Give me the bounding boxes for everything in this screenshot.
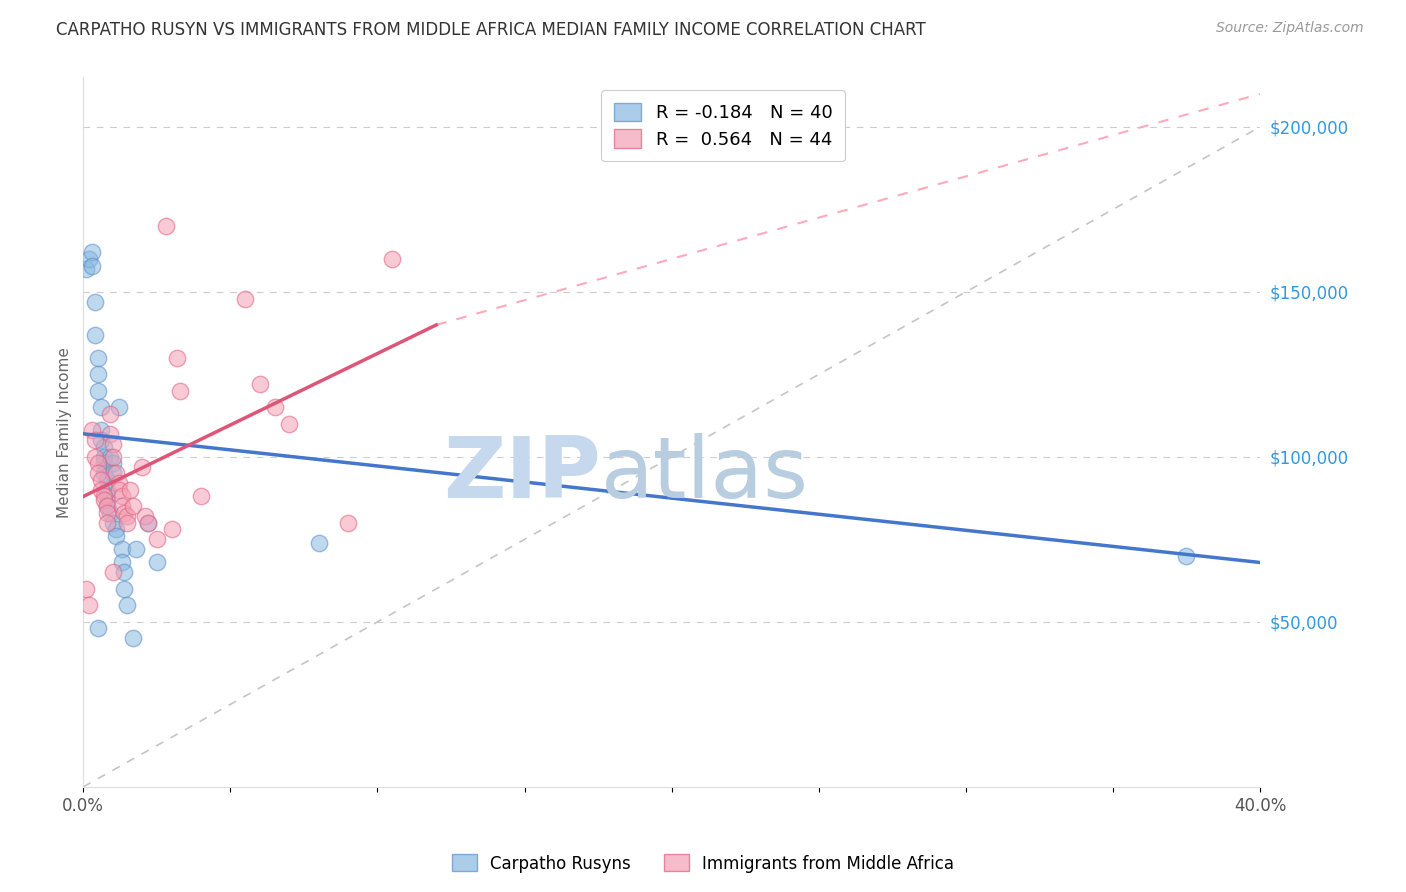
Point <box>337 516 360 530</box>
Point <box>93 490 115 504</box>
Point <box>90 424 112 438</box>
Point <box>104 467 127 481</box>
Point <box>98 426 121 441</box>
Point <box>278 417 301 431</box>
Point <box>96 500 118 514</box>
Point <box>104 523 127 537</box>
Point <box>96 483 118 497</box>
Point <box>96 490 118 504</box>
Point <box>93 450 115 464</box>
Point <box>75 582 97 596</box>
Point <box>155 219 177 233</box>
Point <box>84 294 107 309</box>
Point <box>75 261 97 276</box>
Point <box>101 516 124 530</box>
Point <box>1175 549 1198 563</box>
Point <box>169 384 191 398</box>
Point <box>77 252 100 266</box>
Point <box>110 556 132 570</box>
Legend: R = -0.184   N = 40, R =  0.564   N = 44: R = -0.184 N = 40, R = 0.564 N = 44 <box>602 90 845 161</box>
Point <box>160 523 183 537</box>
Legend: Carpatho Rusyns, Immigrants from Middle Africa: Carpatho Rusyns, Immigrants from Middle … <box>444 847 962 880</box>
Point <box>308 535 330 549</box>
Text: Source: ZipAtlas.com: Source: ZipAtlas.com <box>1216 21 1364 35</box>
Point <box>93 457 115 471</box>
Point <box>98 450 121 464</box>
Point <box>96 473 118 487</box>
Point <box>190 490 212 504</box>
Point <box>110 490 132 504</box>
Point <box>107 476 129 491</box>
Point <box>114 506 136 520</box>
Point <box>96 500 118 514</box>
Point <box>87 368 110 382</box>
Point <box>84 434 107 448</box>
Point <box>110 542 132 557</box>
Point <box>263 401 285 415</box>
Point <box>87 351 110 365</box>
Point <box>96 506 118 520</box>
Point <box>146 556 169 570</box>
Point <box>90 483 112 497</box>
Point <box>90 473 112 487</box>
Text: CARPATHO RUSYN VS IMMIGRANTS FROM MIDDLE AFRICA MEDIAN FAMILY INCOME CORRELATION: CARPATHO RUSYN VS IMMIGRANTS FROM MIDDLE… <box>56 21 927 38</box>
Point <box>120 483 142 497</box>
Point <box>101 457 124 471</box>
Text: ZIP: ZIP <box>443 434 600 516</box>
Point <box>107 401 129 415</box>
Text: atlas: atlas <box>600 434 808 516</box>
Point <box>125 542 148 557</box>
Point <box>87 457 110 471</box>
Point <box>101 436 124 450</box>
Point <box>117 509 139 524</box>
Point <box>146 533 169 547</box>
Point <box>101 566 124 580</box>
Point <box>101 467 124 481</box>
Point <box>122 500 145 514</box>
Point <box>87 384 110 398</box>
Y-axis label: Median Family Income: Median Family Income <box>58 347 72 517</box>
Point <box>93 492 115 507</box>
Point <box>110 500 132 514</box>
Point <box>233 292 256 306</box>
Point <box>104 529 127 543</box>
Point <box>93 467 115 481</box>
Point <box>166 351 188 365</box>
Point <box>381 252 404 266</box>
Point <box>101 450 124 464</box>
Point <box>117 599 139 613</box>
Point <box>87 467 110 481</box>
Point <box>90 434 112 448</box>
Point <box>98 506 121 520</box>
Point <box>117 516 139 530</box>
Point <box>98 407 121 421</box>
Point <box>84 450 107 464</box>
Point <box>90 401 112 415</box>
Point <box>93 440 115 454</box>
Point <box>131 459 153 474</box>
Point <box>84 327 107 342</box>
Point <box>82 424 104 438</box>
Point <box>82 245 104 260</box>
Point <box>82 259 104 273</box>
Point <box>114 582 136 596</box>
Point <box>114 566 136 580</box>
Point <box>134 509 156 524</box>
Point <box>249 377 271 392</box>
Point <box>77 599 100 613</box>
Point <box>96 516 118 530</box>
Point <box>107 483 129 497</box>
Point <box>122 632 145 646</box>
Point <box>87 622 110 636</box>
Point <box>136 516 159 530</box>
Point <box>136 516 159 530</box>
